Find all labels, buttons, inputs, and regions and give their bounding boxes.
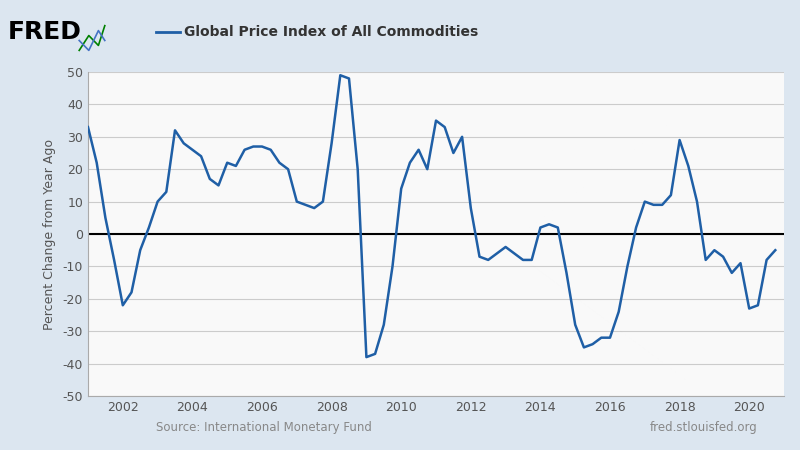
Text: Global Price Index of All Commodities: Global Price Index of All Commodities bbox=[184, 25, 478, 40]
Text: FRED: FRED bbox=[8, 20, 82, 45]
Text: Source: International Monetary Fund: Source: International Monetary Fund bbox=[156, 421, 372, 434]
Y-axis label: Percent Change from Year Ago: Percent Change from Year Ago bbox=[42, 139, 56, 329]
Text: fred.stlouisfed.org: fred.stlouisfed.org bbox=[650, 421, 758, 434]
